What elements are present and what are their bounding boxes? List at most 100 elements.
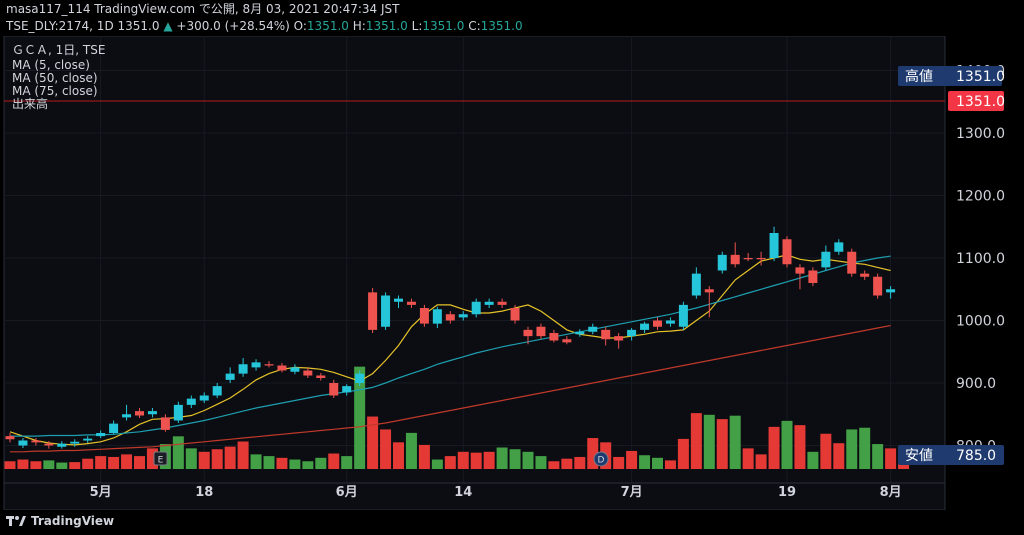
tradingview-logo[interactable]: TradingView bbox=[6, 514, 114, 528]
volume-bar bbox=[393, 442, 404, 469]
low-value: 1351.0 bbox=[422, 19, 465, 33]
candle-body bbox=[847, 251, 857, 274]
change-value: +300.0 (+28.54%) bbox=[176, 19, 290, 33]
x-tick-label: 5月 bbox=[90, 485, 112, 500]
volume-bar bbox=[276, 457, 288, 469]
volume-bar bbox=[664, 460, 676, 469]
ma-line bbox=[10, 324, 891, 453]
volume-bar bbox=[535, 456, 547, 469]
volume-bar bbox=[859, 427, 871, 469]
low-label: L: bbox=[411, 19, 423, 33]
candle-body bbox=[96, 433, 106, 437]
change-arrow-icon: ▲ bbox=[163, 19, 173, 33]
candle-body bbox=[821, 251, 831, 268]
price-chart[interactable]: 800.0900.01000.01100.01200.01300.01400.0… bbox=[0, 35, 1024, 511]
x-tick-label: 14 bbox=[454, 485, 472, 500]
candle-body bbox=[640, 323, 650, 330]
ma-line bbox=[9, 254, 891, 446]
dividend-marker[interactable]: D bbox=[593, 451, 609, 467]
candle-body bbox=[458, 314, 468, 318]
volume-bar bbox=[444, 456, 456, 469]
volume-bar bbox=[237, 441, 249, 469]
x-tick-label: 8月 bbox=[880, 485, 902, 500]
legend-ma50[interactable]: MA (50, close) bbox=[12, 71, 98, 85]
volume-bar bbox=[522, 451, 534, 469]
earnings-icon: E bbox=[158, 456, 164, 466]
chart-header: masa117_114 TradingView.com で公開, 8月 03, … bbox=[0, 0, 1024, 36]
candle-body bbox=[873, 276, 883, 296]
volume-bar bbox=[250, 454, 262, 469]
candle-body bbox=[342, 386, 352, 393]
chart-pane[interactable]: 800.0900.01000.01100.01200.01300.01400.0… bbox=[0, 35, 1024, 511]
last-price: 1351.0 bbox=[117, 19, 160, 33]
candle-body bbox=[665, 320, 675, 324]
open-label: O: bbox=[293, 19, 307, 33]
volume-bar bbox=[108, 456, 120, 469]
volume-bar bbox=[134, 456, 145, 469]
candle-body bbox=[510, 308, 520, 321]
volume-bar bbox=[431, 459, 443, 469]
price-axis[interactable] bbox=[946, 36, 1024, 510]
x-tick-label: 6月 bbox=[336, 485, 358, 500]
candle-body bbox=[704, 289, 714, 293]
legend-title: ＧＣＡ, 1日, TSE bbox=[12, 43, 105, 57]
volume-bar bbox=[742, 448, 754, 469]
candle-body bbox=[5, 436, 15, 440]
candle-body bbox=[381, 295, 391, 327]
candle-body bbox=[186, 398, 196, 405]
published-line: masa117_114 TradingView.com で公開, 8月 03, … bbox=[6, 2, 400, 16]
volume-bar bbox=[755, 454, 767, 469]
legend: ＧＣＡ, 1日, TSE MA (5, close) MA (50, close… bbox=[12, 43, 105, 111]
high-label: H: bbox=[352, 19, 366, 33]
volume-bar bbox=[872, 444, 884, 469]
earnings-marker[interactable]: E bbox=[153, 451, 168, 466]
dividend-icon: D bbox=[598, 456, 605, 466]
x-axis-ticks: 5月 18 6月 14 7月 19 8月 bbox=[90, 485, 902, 500]
volume-bar bbox=[690, 413, 702, 469]
volume-bar bbox=[885, 448, 897, 469]
candle-body bbox=[173, 404, 183, 421]
y-tick-label: 1000.0 bbox=[956, 314, 1005, 330]
volume-bar bbox=[82, 458, 94, 469]
tradingview-logo-icon bbox=[6, 516, 26, 526]
y-tick-label: 1100.0 bbox=[956, 251, 1005, 267]
volume-bar bbox=[69, 462, 81, 469]
volume-bar bbox=[198, 451, 210, 469]
volume-bar bbox=[4, 461, 16, 469]
candle-body bbox=[290, 367, 300, 372]
legend-volume[interactable]: 出来高 bbox=[12, 96, 48, 111]
candle-body bbox=[83, 438, 93, 441]
candle-body bbox=[31, 440, 41, 443]
legend-ma5[interactable]: MA (5, close) bbox=[12, 58, 90, 72]
volume-bar bbox=[677, 438, 689, 469]
close-value: 1351.0 bbox=[480, 19, 523, 33]
candle-body bbox=[160, 417, 170, 430]
candle-body bbox=[432, 309, 442, 324]
volume-bar bbox=[172, 436, 184, 469]
candle-body bbox=[135, 411, 144, 416]
ma-line bbox=[10, 255, 891, 437]
symbol-label[interactable]: TSE_DLY:2174, 1D bbox=[6, 19, 114, 33]
volume-bar bbox=[367, 416, 379, 469]
candle-body bbox=[122, 414, 132, 418]
candle-body bbox=[575, 331, 585, 335]
volume-bar bbox=[587, 438, 599, 469]
y-tick-label: 1300.0 bbox=[956, 126, 1005, 142]
high-label-text: 高値 bbox=[905, 68, 933, 85]
high-value: 1351.0 bbox=[365, 19, 408, 33]
candle-body bbox=[18, 440, 28, 446]
candle-body bbox=[251, 362, 261, 368]
candle-body bbox=[329, 383, 339, 396]
volume-bar bbox=[729, 415, 741, 469]
volume-bar bbox=[263, 456, 275, 469]
volume-bar bbox=[354, 366, 366, 469]
close-label: C: bbox=[468, 19, 481, 33]
volume-bar bbox=[302, 461, 314, 469]
candle-body bbox=[44, 443, 54, 446]
volume-bars bbox=[4, 366, 910, 469]
legend-ma75[interactable]: MA (75, close) bbox=[12, 84, 98, 98]
candle-body bbox=[769, 233, 779, 258]
candle-body bbox=[730, 254, 740, 265]
candle-body bbox=[316, 375, 326, 378]
volume-bar bbox=[846, 429, 858, 469]
